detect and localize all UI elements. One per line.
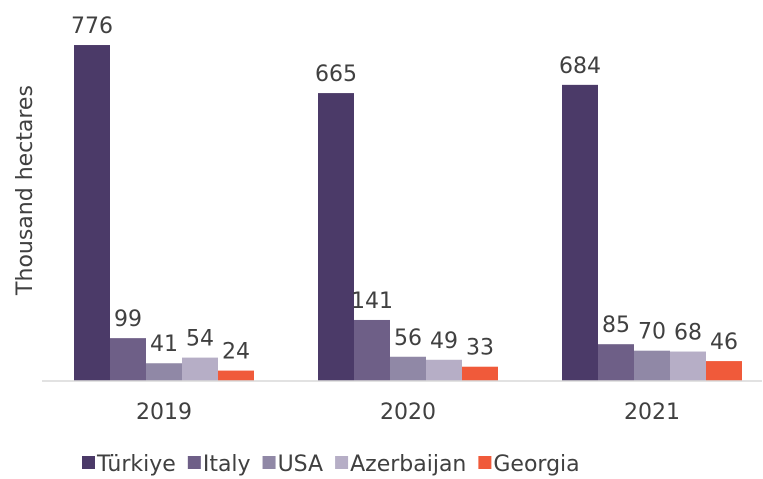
data-label: 54 (186, 327, 214, 352)
bar (706, 361, 742, 381)
x-tick-label: 2021 (624, 400, 680, 425)
data-label: 24 (222, 340, 250, 365)
data-label: 46 (710, 330, 738, 355)
data-label: 33 (466, 336, 494, 361)
bar (218, 370, 254, 381)
legend-label: Georgia (493, 452, 579, 477)
data-label: 56 (394, 326, 422, 351)
data-label: 85 (602, 313, 630, 338)
bar (426, 359, 462, 381)
legend-swatch (478, 456, 492, 469)
data-label: 99 (114, 307, 142, 332)
data-label: 684 (559, 54, 601, 79)
legend-label: Azerbaijan (350, 452, 466, 477)
bar (598, 344, 634, 381)
legend-swatch (262, 456, 276, 469)
data-label: 49 (430, 329, 458, 354)
bar (462, 366, 498, 381)
legend-label: USA (278, 452, 324, 477)
bar (146, 363, 182, 381)
bar (562, 84, 598, 381)
bar (74, 45, 110, 381)
legend-label: Türkiye (96, 452, 176, 477)
x-tick-label: 2019 (136, 400, 192, 425)
bar (354, 319, 390, 381)
bar (670, 351, 706, 381)
bar (390, 356, 426, 381)
bar (318, 93, 354, 381)
bar (110, 338, 146, 381)
data-label: 141 (351, 289, 393, 314)
legend-label: Italy (203, 452, 251, 477)
data-label: 776 (71, 14, 113, 39)
data-label: 41 (150, 332, 178, 357)
bar (634, 350, 670, 381)
x-tick-label: 2020 (380, 400, 436, 425)
legend-swatch (335, 456, 349, 469)
data-label: 68 (674, 321, 702, 346)
legend-swatch (187, 456, 201, 469)
data-label: 70 (638, 320, 666, 345)
bar (182, 357, 218, 381)
y-axis-label: Thousand hectares (13, 85, 38, 296)
legend-swatch (82, 456, 95, 469)
data-label: 665 (315, 62, 357, 87)
